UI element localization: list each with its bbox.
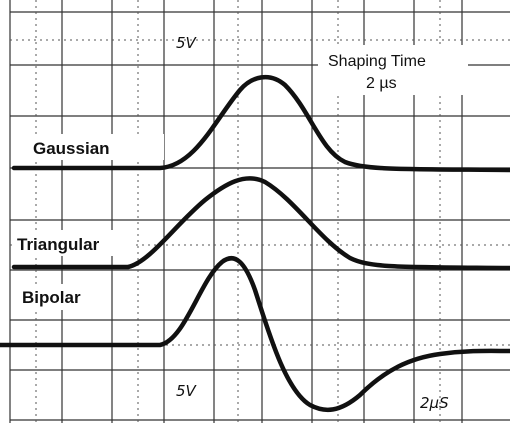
shaping-time-label: Shaping Time [328, 53, 426, 70]
minor-ticks [10, 0, 510, 423]
volts-per-div: 5V [176, 34, 198, 52]
label-backdrop [318, 45, 468, 95]
time-per-div: 2µS [420, 394, 449, 412]
triangular-trace [11, 176, 510, 271]
trace-label: Gaussian [33, 139, 110, 158]
gaussian-trace [11, 74, 510, 173]
volts-per-div: 5V [176, 382, 198, 400]
label-backdrop [14, 230, 132, 256]
shaping-time-value: 2 µs [366, 75, 397, 92]
label-backdrop [14, 284, 110, 310]
bipolar-trace [0, 256, 510, 413]
label-backdrop [14, 134, 164, 160]
trace-label: Triangular [17, 235, 100, 254]
trace-label: Bipolar [22, 288, 81, 307]
